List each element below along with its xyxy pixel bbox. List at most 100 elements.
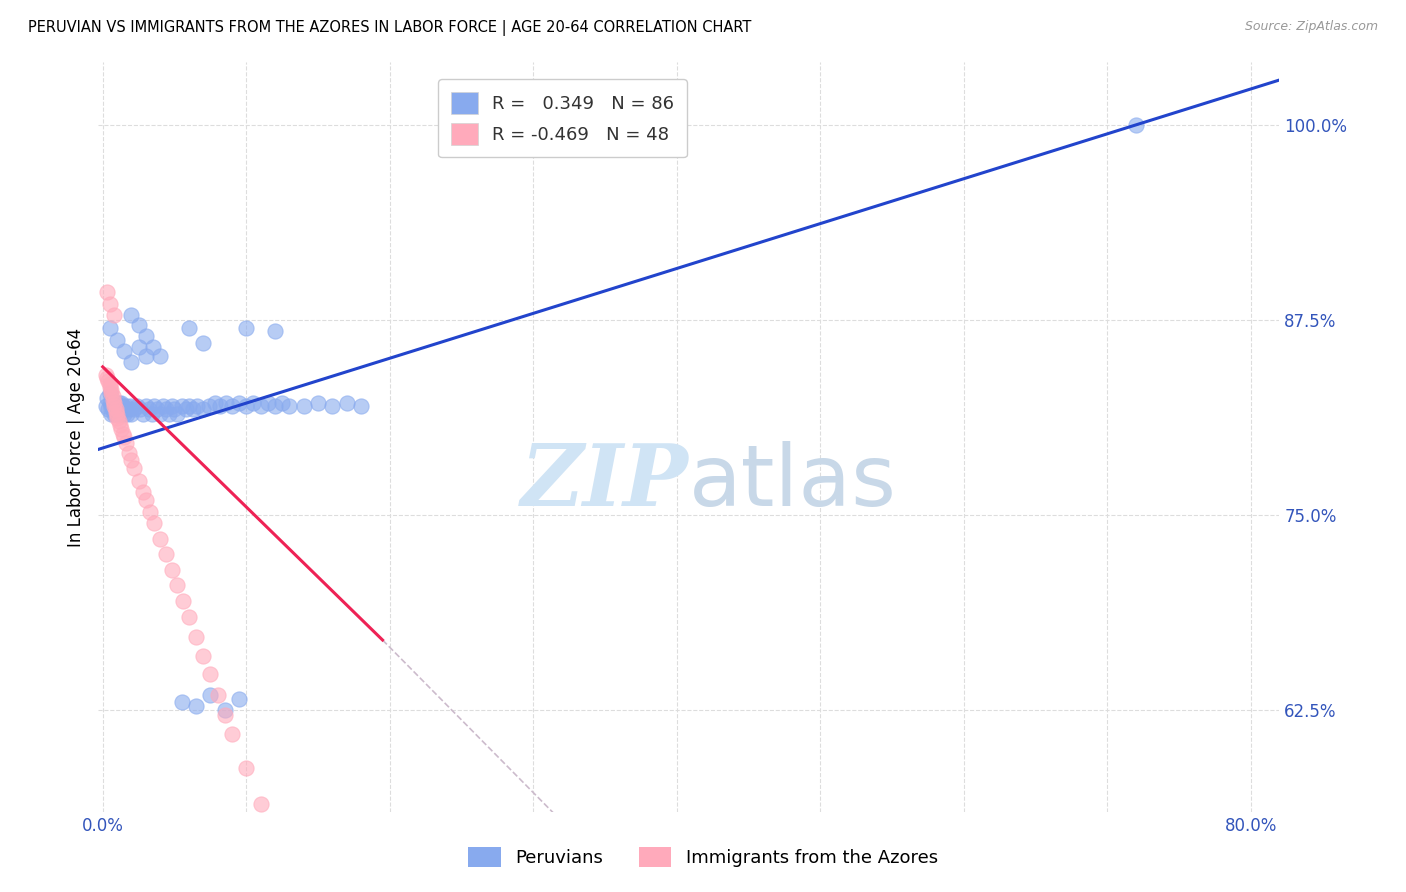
Point xyxy=(120,407,142,421)
Point xyxy=(143,516,166,530)
Point xyxy=(94,399,117,413)
Point xyxy=(198,399,221,413)
Text: PERUVIAN VS IMMIGRANTS FROM THE AZORES IN LABOR FORCE | AGE 20-64 CORRELATION CH: PERUVIAN VS IMMIGRANTS FROM THE AZORES I… xyxy=(28,20,751,36)
Point xyxy=(107,402,129,417)
Point xyxy=(193,336,215,351)
Point xyxy=(141,407,163,421)
Point xyxy=(278,867,301,881)
Point xyxy=(214,708,236,723)
Point xyxy=(105,334,128,348)
Point xyxy=(110,422,132,436)
Point xyxy=(278,399,301,413)
Point xyxy=(242,396,264,410)
Point xyxy=(204,396,226,410)
Point xyxy=(155,547,177,561)
Point xyxy=(174,402,197,417)
Point xyxy=(193,402,215,417)
Point xyxy=(117,446,139,460)
Point xyxy=(138,402,160,417)
Point xyxy=(104,402,127,417)
Point xyxy=(112,344,135,359)
Point xyxy=(96,285,118,299)
Point xyxy=(103,309,125,323)
Point xyxy=(132,407,155,421)
Point xyxy=(166,578,188,592)
Point xyxy=(214,703,236,717)
Point xyxy=(135,328,157,343)
Point xyxy=(132,484,155,499)
Point xyxy=(139,505,162,519)
Point xyxy=(170,399,193,413)
Text: ZIP: ZIP xyxy=(522,441,689,524)
Point xyxy=(200,667,222,681)
Point xyxy=(115,407,138,421)
Point xyxy=(350,399,373,413)
Point xyxy=(128,318,150,332)
Point xyxy=(98,321,121,335)
Point xyxy=(96,391,118,405)
Point xyxy=(110,402,132,417)
Point xyxy=(172,594,194,608)
Point xyxy=(177,321,200,335)
Point xyxy=(114,399,136,413)
Text: atlas: atlas xyxy=(689,441,897,524)
Point xyxy=(112,430,135,444)
Point xyxy=(101,392,124,407)
Point xyxy=(103,407,125,421)
Point xyxy=(170,696,193,710)
Point xyxy=(98,386,121,401)
Point xyxy=(124,461,146,475)
Point xyxy=(152,399,174,413)
Point xyxy=(96,371,118,385)
Point xyxy=(143,399,166,413)
Point xyxy=(97,402,120,417)
Point xyxy=(103,399,125,413)
Point xyxy=(114,436,136,450)
Point xyxy=(228,692,250,706)
Point xyxy=(107,396,129,410)
Point xyxy=(94,368,117,382)
Point xyxy=(142,340,165,354)
Point xyxy=(124,402,146,417)
Point xyxy=(184,698,207,713)
Point xyxy=(120,309,142,323)
Point xyxy=(271,396,294,410)
Point xyxy=(160,399,183,413)
Legend: R =   0.349   N = 86, R = -0.469   N = 48: R = 0.349 N = 86, R = -0.469 N = 48 xyxy=(439,79,688,157)
Point xyxy=(103,399,125,413)
Point xyxy=(105,399,128,413)
Point xyxy=(101,402,124,417)
Point xyxy=(149,532,172,546)
Point xyxy=(235,399,257,413)
Point xyxy=(264,324,287,338)
Point xyxy=(129,402,152,417)
Point xyxy=(249,797,271,811)
Point xyxy=(221,399,243,413)
Point xyxy=(128,474,150,488)
Point xyxy=(97,374,120,388)
Point xyxy=(181,402,204,417)
Point xyxy=(149,407,172,421)
Point xyxy=(98,396,121,410)
Y-axis label: In Labor Force | Age 20-64: In Labor Force | Age 20-64 xyxy=(66,327,84,547)
Point xyxy=(111,427,134,442)
Point xyxy=(105,407,128,421)
Point xyxy=(98,377,121,392)
Point xyxy=(166,407,188,421)
Point xyxy=(163,402,186,417)
Point xyxy=(107,414,129,429)
Point xyxy=(108,399,131,413)
Point xyxy=(118,399,141,413)
Point xyxy=(155,402,177,417)
Point xyxy=(215,396,238,410)
Point xyxy=(235,761,257,775)
Point xyxy=(104,405,127,419)
Point xyxy=(160,563,183,577)
Point xyxy=(98,297,121,311)
Point xyxy=(103,396,125,410)
Point xyxy=(264,399,287,413)
Point xyxy=(135,349,157,363)
Point xyxy=(105,409,128,423)
Point xyxy=(110,396,132,410)
Point xyxy=(256,396,278,410)
